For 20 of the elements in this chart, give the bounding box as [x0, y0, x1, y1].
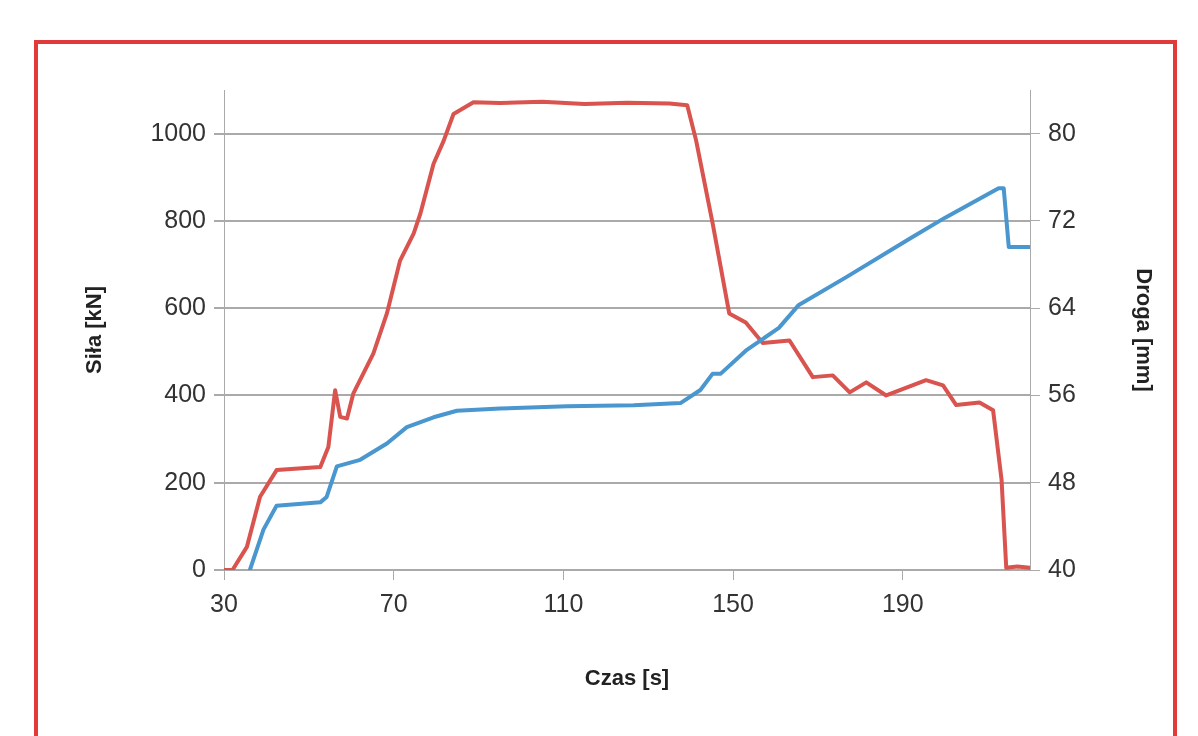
y-tick-label: 1000 [150, 117, 206, 146]
y2-tick-label: 64 [1048, 292, 1076, 321]
y-axis-title: Siła [kN] [81, 285, 107, 375]
y2-tick-label: 56 [1048, 379, 1076, 408]
x-tick-label: 30 [210, 588, 238, 617]
y2-tick-label: 72 [1048, 204, 1076, 233]
y-tick-label: 600 [164, 292, 206, 321]
y-tick-label: 0 [192, 553, 206, 582]
x-tick-label: 110 [543, 588, 584, 617]
y-tick-label: 800 [164, 204, 206, 233]
y2-tick-label: 80 [1048, 117, 1076, 146]
y2-tick-label: 40 [1048, 553, 1076, 582]
x-tick-label: 70 [379, 588, 408, 617]
y-tick-label: 400 [164, 379, 206, 408]
y2-tick-label: 48 [1048, 466, 1076, 495]
y2-axis-title: Droga [mm] [1131, 268, 1157, 392]
x-axis-title: Czas [s] [584, 664, 670, 690]
x-tick-label: 150 [712, 588, 754, 617]
y-tick-label: 200 [164, 466, 206, 495]
x-tick-label: 190 [881, 588, 924, 617]
